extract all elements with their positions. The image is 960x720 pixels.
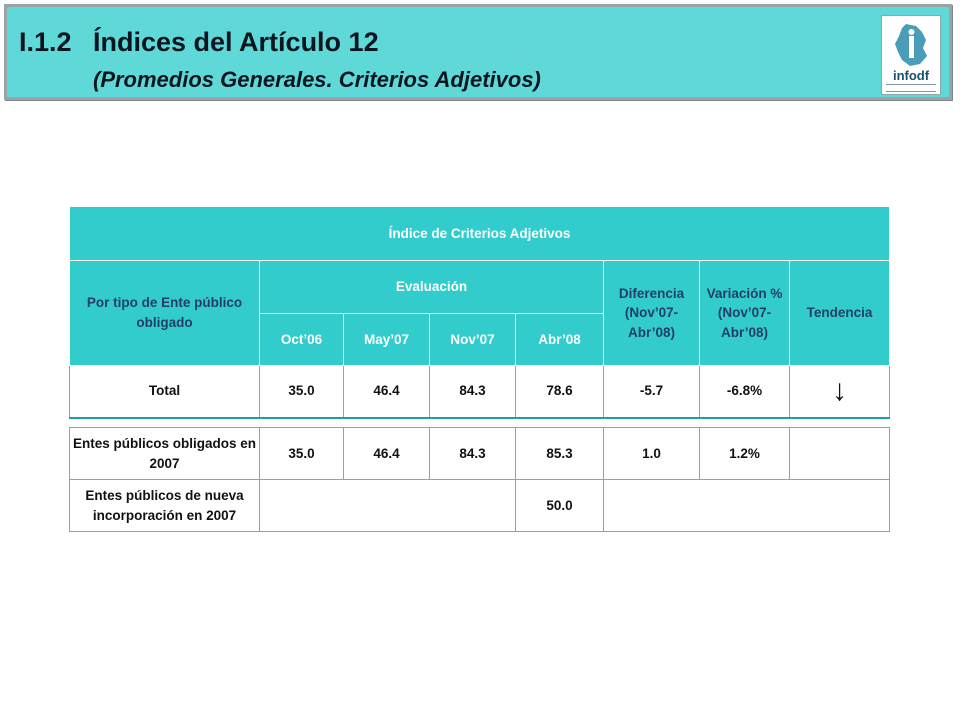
- entity-breakdown-table: Entes públicos obligados en 2007 35.0 46…: [69, 427, 890, 532]
- table-cell: 46.4: [343, 427, 430, 480]
- table-row-total: Total 35.0 46.4 84.3 78.6 -5.7 -6.8% ↓: [69, 365, 891, 419]
- period-header: Abr’08: [515, 313, 604, 366]
- row-label: Entes públicos de nueva incorporación en…: [69, 479, 260, 532]
- table-cell: 84.3: [429, 365, 516, 419]
- table-cell-empty: [259, 479, 516, 532]
- table-cell-empty: [603, 479, 890, 532]
- table-cell: 35.0: [259, 365, 344, 419]
- table-title: Índice de Criterios Adjetivos: [68, 206, 891, 261]
- page-subtitle: (Promedios Generales. Criterios Adjetivo…: [93, 67, 541, 92]
- period-header: May’07: [343, 313, 430, 366]
- arrow-down-icon: ↓: [832, 374, 848, 408]
- logo-tagline: [886, 84, 936, 92]
- criteria-index-table: Índice de Criterios Adjetivos Por tipo d…: [68, 206, 891, 419]
- infodf-logo: infodf: [881, 15, 941, 95]
- table-cell: -5.7: [603, 365, 700, 419]
- row-label: Total: [69, 365, 260, 419]
- table-cell: 85.3: [515, 427, 604, 480]
- page-title: I.1.2 Índices del Artículo 12: [19, 27, 379, 58]
- table-cell: 50.0: [515, 479, 604, 532]
- section-number: I.1.2: [19, 27, 72, 57]
- logo-wordmark: infodf: [892, 68, 930, 83]
- col-header-variation: Variación % (Nov’07-Abr’08): [699, 260, 790, 366]
- table-cell: 46.4: [343, 365, 430, 419]
- col-header-trend: Tendencia: [788, 260, 891, 366]
- period-header: Oct’06: [259, 313, 344, 366]
- slide-header: I.1.2 Índices del Artículo 12 (Promedios …: [4, 4, 952, 100]
- col-header-difference: Diferencia (Nov’07-Abr’08): [603, 260, 700, 366]
- table-row: Entes públicos de nueva incorporación en…: [69, 479, 890, 532]
- row-label: Entes públicos obligados en 2007: [69, 427, 260, 480]
- table-cell: 84.3: [429, 427, 516, 480]
- table-cell: [789, 427, 890, 480]
- table-row: Entes públicos obligados en 2007 35.0 46…: [69, 427, 890, 480]
- period-header: Nov’07: [429, 313, 516, 366]
- table-cell: 78.6: [515, 365, 604, 419]
- table-cell: -6.8%: [699, 365, 790, 419]
- title-text: Índices del Artículo 12: [93, 27, 379, 57]
- table-cell: 1.0: [603, 427, 700, 480]
- col-header-entity: Por tipo de Ente público obligado: [69, 260, 260, 366]
- table-cell: 35.0: [259, 427, 344, 480]
- map-emblem-icon: [895, 24, 927, 66]
- col-header-evaluation: Evaluación: [259, 260, 604, 314]
- table-cell: 1.2%: [699, 427, 790, 480]
- table-cell: ↓: [788, 365, 891, 419]
